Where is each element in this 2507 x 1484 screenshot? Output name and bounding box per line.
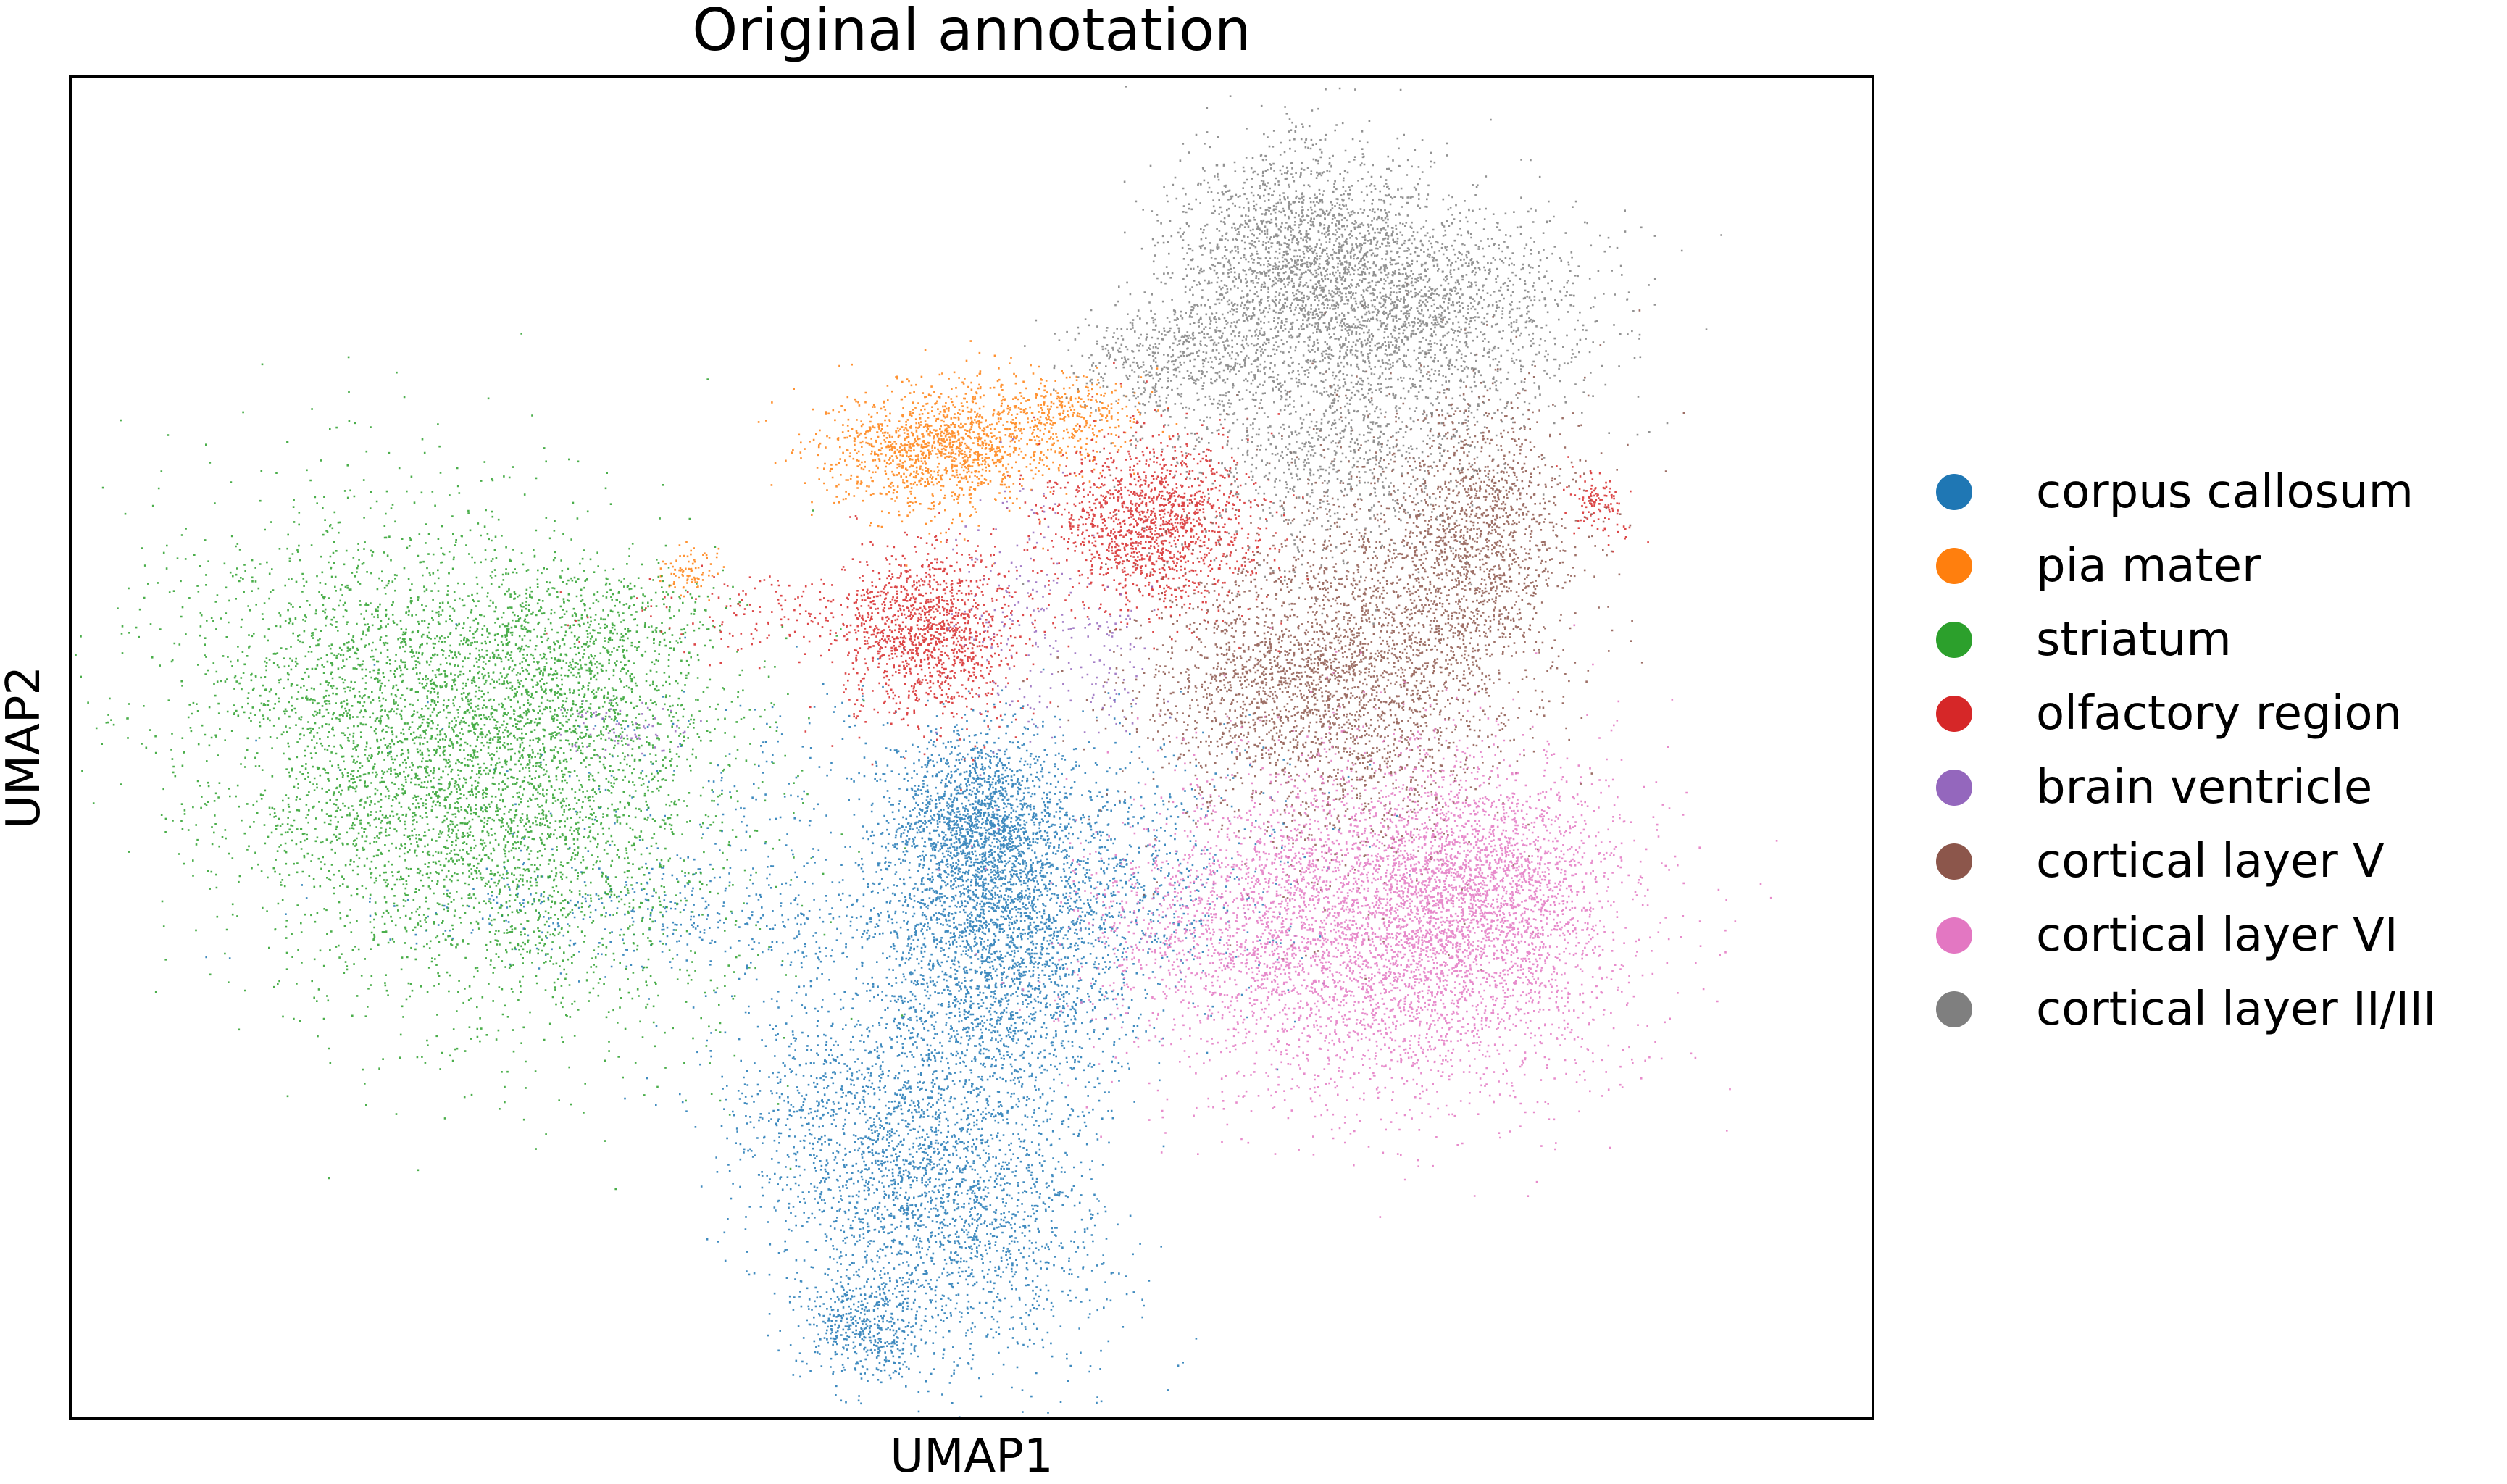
chart-title: Original annotation bbox=[692, 0, 1251, 64]
legend-label: striatum bbox=[2036, 613, 2232, 667]
series-olfactory-region bbox=[546, 362, 1649, 791]
legend-marker bbox=[1936, 474, 1972, 510]
legend-marker bbox=[1936, 548, 1972, 584]
legend-item: cortical layer VI bbox=[1936, 899, 2437, 972]
legend-marker bbox=[1936, 843, 1972, 880]
scatter-points bbox=[546, 362, 1649, 791]
legend-label: cortical layer VI bbox=[2036, 909, 2398, 962]
x-axis-label: UMAP1 bbox=[890, 1430, 1054, 1483]
legend-item: corpus callosum bbox=[1936, 455, 2437, 529]
series-cortical-layer-vi bbox=[937, 624, 1778, 1218]
y-axis-label: UMAP2 bbox=[0, 665, 51, 829]
scatter-points bbox=[659, 340, 1178, 601]
series-cortical-layer-v bbox=[971, 282, 1685, 980]
scatter-points bbox=[937, 624, 1778, 1218]
legend-item: pia mater bbox=[1936, 529, 2437, 603]
scatter-points bbox=[75, 333, 906, 1191]
scatter-points bbox=[971, 282, 1685, 980]
scatter-points bbox=[1022, 86, 1722, 625]
series-pia-mater bbox=[659, 340, 1178, 601]
legend-label: cortical layer II/III bbox=[2036, 983, 2437, 1036]
plot-area bbox=[69, 75, 1874, 1420]
legend-item: olfactory region bbox=[1936, 677, 2437, 751]
legend-marker bbox=[1936, 622, 1972, 658]
series-cortical-layer-ii-iii bbox=[1022, 86, 1722, 625]
legend-item: cortical layer II/III bbox=[1936, 972, 2437, 1046]
legend-label: pia mater bbox=[2036, 539, 2261, 593]
legend-label: cortical layer V bbox=[2036, 835, 2385, 888]
legend-marker bbox=[1936, 917, 1972, 954]
legend-marker bbox=[1936, 696, 1972, 732]
legend-item: cortical layer V bbox=[1936, 825, 2437, 899]
legend-label: olfactory region bbox=[2036, 687, 2403, 741]
legend: corpus callosum pia mater striatum olfactor… bbox=[1936, 455, 2437, 1046]
legend-label: corpus callosum bbox=[2036, 465, 2414, 519]
legend-marker bbox=[1936, 991, 1972, 1027]
legend-marker bbox=[1936, 770, 1972, 806]
series-striatum bbox=[75, 333, 906, 1191]
legend-label: brain ventricle bbox=[2036, 761, 2373, 814]
legend-item: brain ventricle bbox=[1936, 751, 2437, 825]
scatter-plot bbox=[75, 86, 1778, 1417]
legend-item: striatum bbox=[1936, 603, 2437, 677]
